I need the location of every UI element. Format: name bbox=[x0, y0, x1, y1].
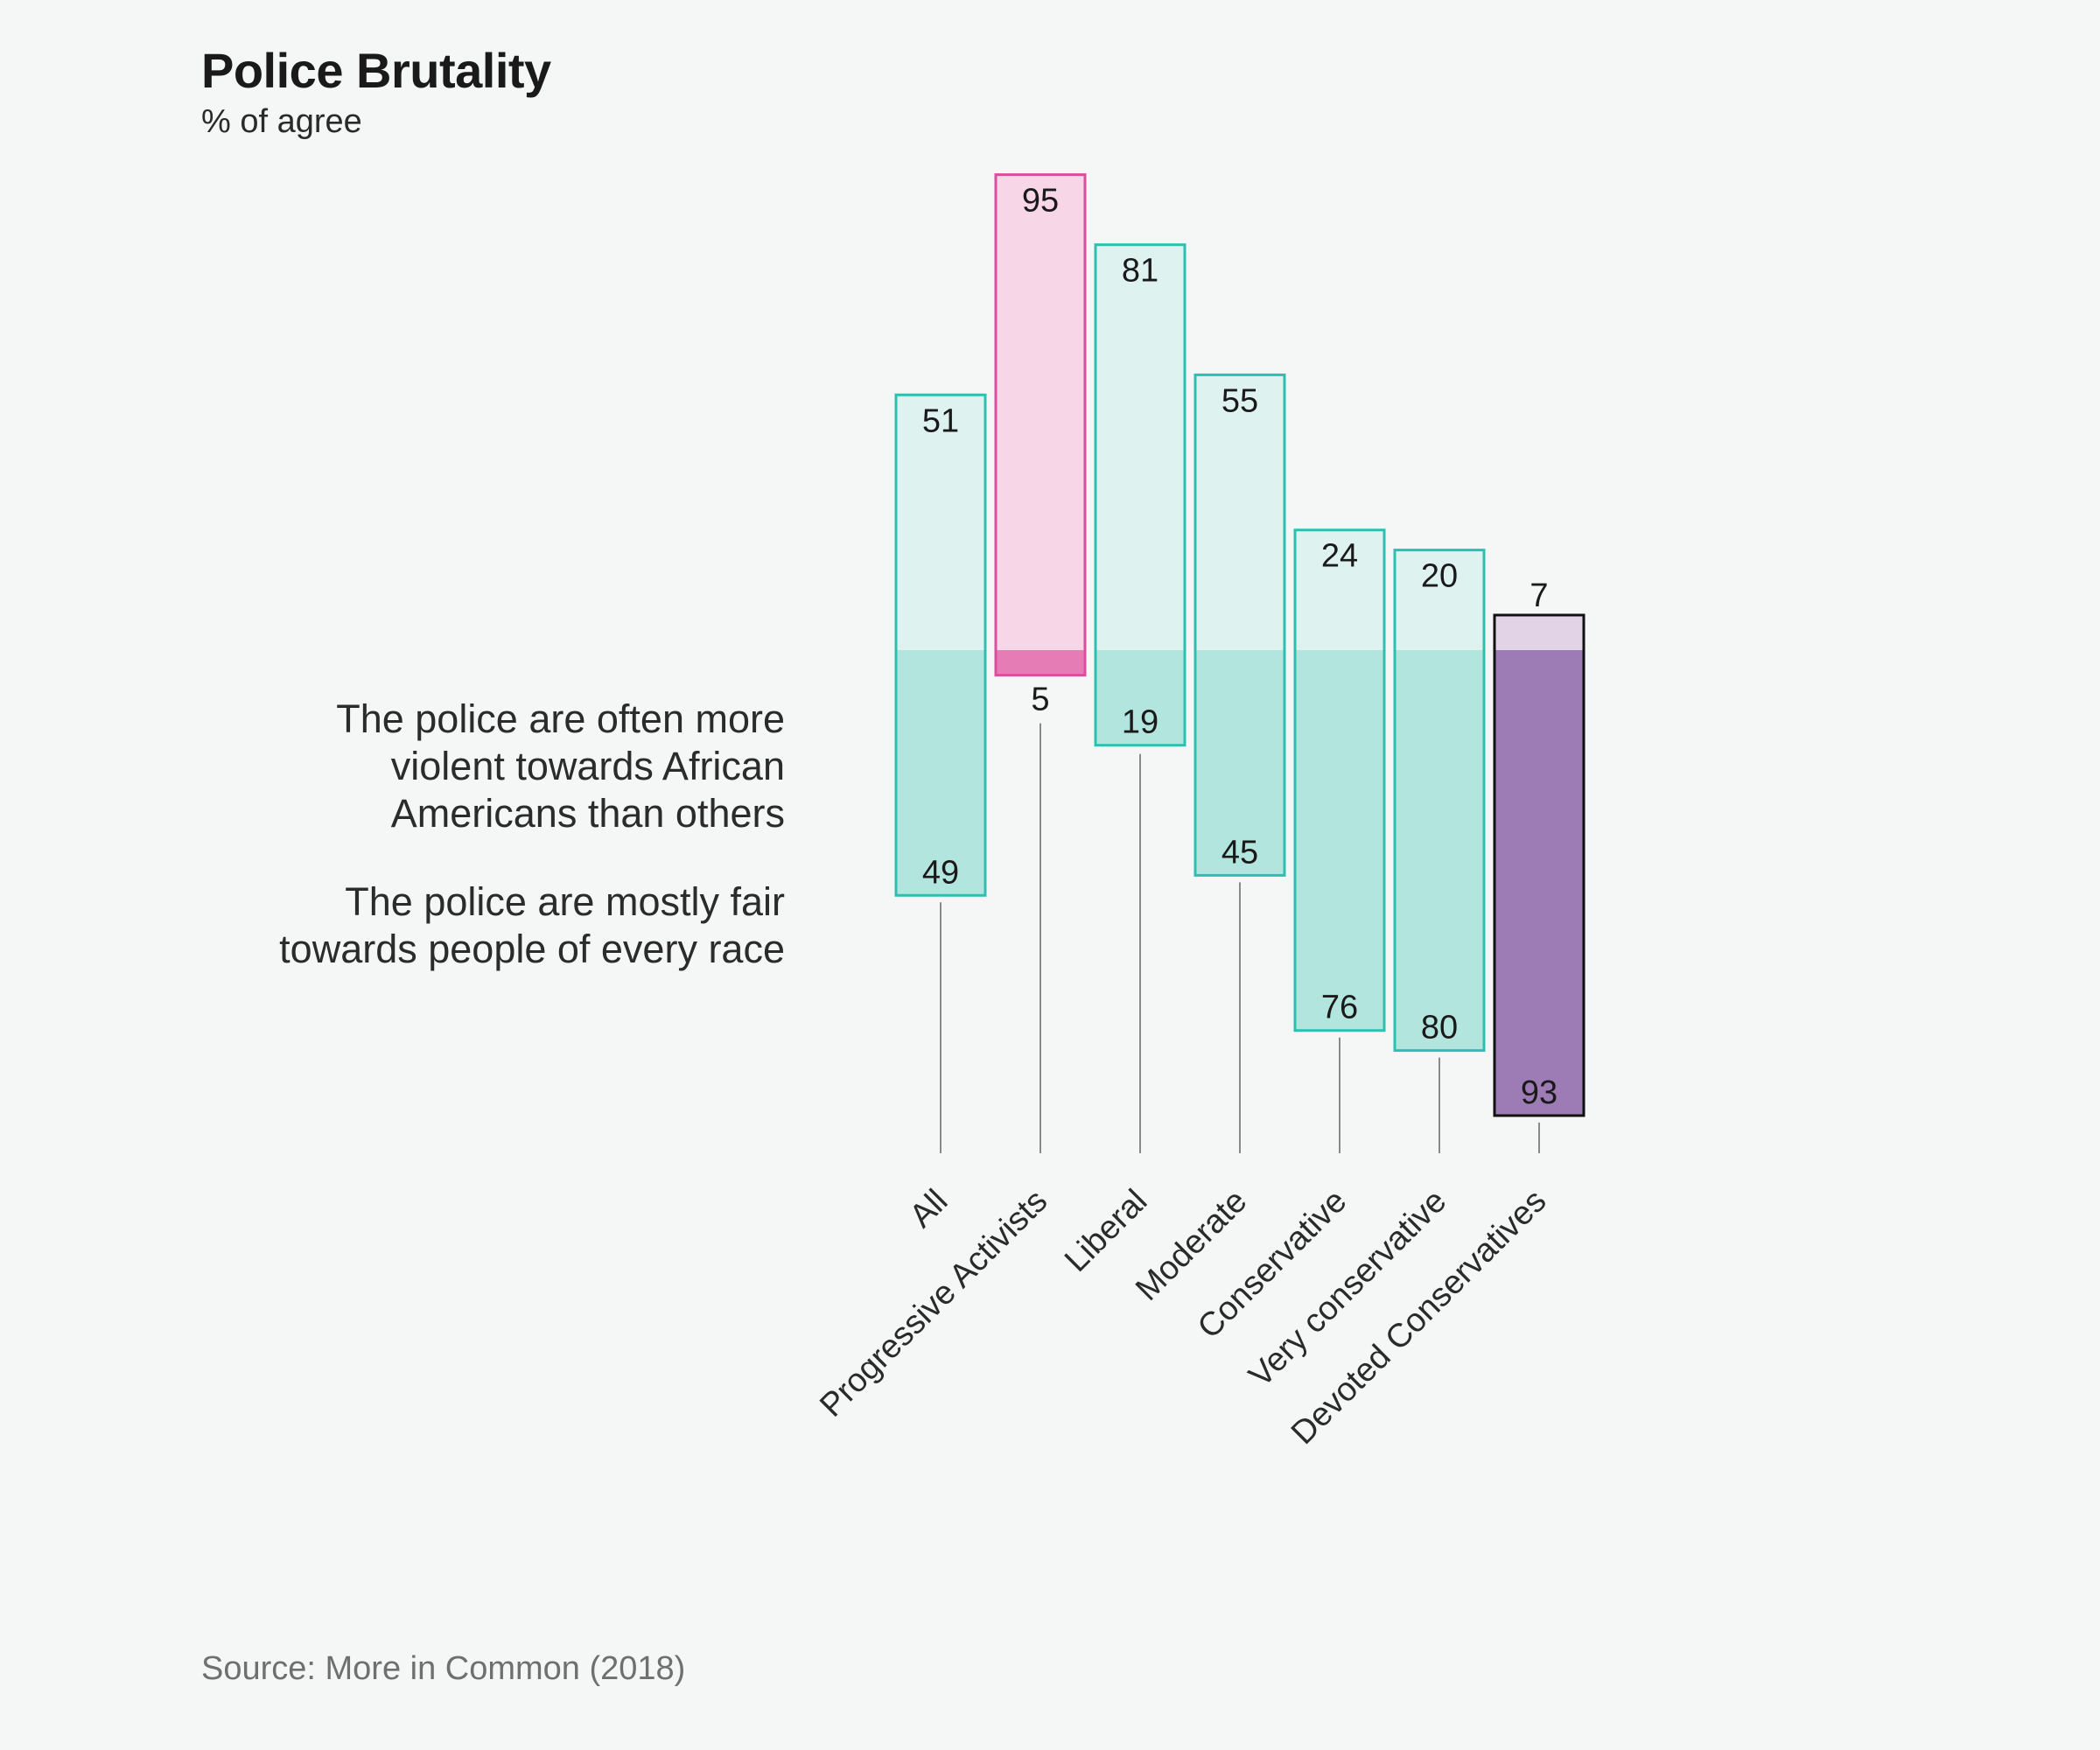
value-bottom-all: 49 bbox=[922, 854, 959, 891]
bar-outline-very-conservative bbox=[1393, 549, 1486, 1053]
bar-bottom-conservative bbox=[1295, 650, 1384, 1031]
value-top-progressive-activists: 95 bbox=[1022, 183, 1059, 220]
value-bottom-liberal: 19 bbox=[1122, 704, 1158, 741]
bar-top-moderate bbox=[1195, 374, 1284, 650]
chart-subtitle: % of agree bbox=[201, 103, 362, 140]
bar-outline-progressive-activists bbox=[994, 173, 1087, 677]
value-top-all: 51 bbox=[922, 402, 959, 439]
bar-bottom-all bbox=[896, 650, 985, 896]
bar-bottom-devoted-conservatives bbox=[1494, 650, 1584, 1116]
value-top-devoted-conservatives: 7 bbox=[1530, 578, 1548, 614]
bar-outline-devoted-conservatives bbox=[1493, 613, 1586, 1117]
bar-top-devoted-conservatives bbox=[1494, 614, 1584, 650]
bar-top-all bbox=[896, 395, 985, 650]
category-label-liberal: Liberal bbox=[1058, 1183, 1154, 1279]
bar-bottom-progressive-activists bbox=[996, 650, 1085, 676]
value-bottom-very-conservative: 80 bbox=[1421, 1010, 1458, 1046]
bar-bottom-liberal bbox=[1096, 650, 1185, 746]
bar-top-progressive-activists bbox=[996, 174, 1085, 651]
value-top-conservative: 24 bbox=[1321, 538, 1358, 575]
legend-top-label: The police are often more violent toward… bbox=[336, 696, 785, 836]
bar-outline-all bbox=[894, 393, 987, 897]
bar-outline-moderate bbox=[1194, 373, 1286, 877]
value-bottom-moderate: 45 bbox=[1222, 834, 1258, 871]
bar-outline-liberal bbox=[1094, 243, 1186, 747]
value-top-liberal: 81 bbox=[1122, 253, 1158, 290]
legend-bottom-label: The police are mostly fair towards peopl… bbox=[279, 879, 785, 971]
source-note: Source: More in Common (2018) bbox=[201, 1650, 686, 1687]
bar-top-conservative bbox=[1295, 529, 1384, 650]
bar-bottom-very-conservative bbox=[1395, 650, 1484, 1051]
bar-bottom-moderate bbox=[1195, 650, 1284, 876]
value-bottom-devoted-conservatives: 93 bbox=[1521, 1074, 1558, 1111]
chart-title: Police Brutality bbox=[201, 43, 551, 98]
bar-top-liberal bbox=[1096, 244, 1185, 650]
bar-outline-conservative bbox=[1293, 528, 1386, 1032]
value-bottom-conservative: 76 bbox=[1321, 990, 1358, 1026]
category-label-all: All bbox=[903, 1183, 956, 1236]
bar-top-very-conservative bbox=[1395, 550, 1484, 650]
value-top-moderate: 55 bbox=[1222, 382, 1258, 419]
value-top-very-conservative: 20 bbox=[1421, 558, 1458, 595]
value-bottom-progressive-activists: 5 bbox=[1031, 682, 1049, 718]
